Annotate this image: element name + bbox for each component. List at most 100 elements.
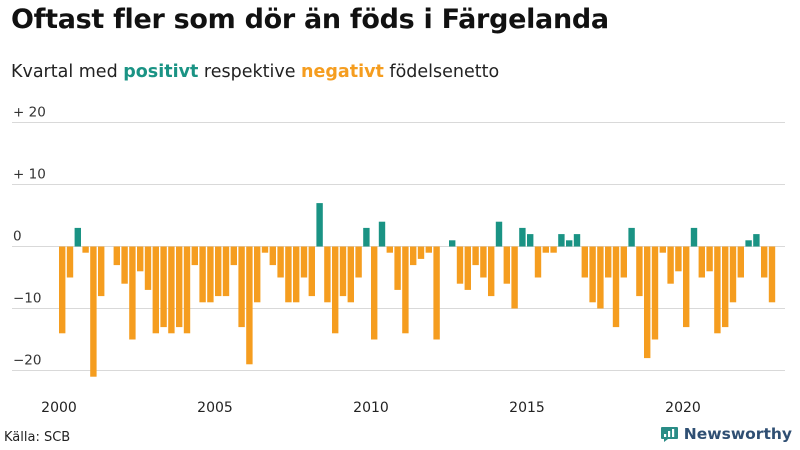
subtitle-middle: respektive xyxy=(198,62,302,82)
bar-positive xyxy=(495,221,503,247)
bar-negative xyxy=(347,246,354,303)
bar-negative xyxy=(371,246,378,340)
bar-negative xyxy=(417,246,425,259)
x-tick-label: 2005 xyxy=(197,400,233,416)
bar-negative xyxy=(207,246,214,303)
y-tick-label: −20 xyxy=(13,353,42,369)
newsworthy-logo-icon xyxy=(660,426,678,442)
bar-negative xyxy=(612,246,620,328)
bar-negative xyxy=(168,246,175,334)
bar-series xyxy=(59,203,776,377)
bar-negative xyxy=(176,246,183,328)
bar-positive xyxy=(753,234,760,247)
bar-negative xyxy=(113,246,120,266)
bar-negative xyxy=(425,246,432,253)
x-tick-label: 2000 xyxy=(41,400,77,416)
bar-negative xyxy=(222,246,230,297)
bar-positive xyxy=(745,240,752,247)
bar-positive xyxy=(573,234,581,247)
bar-negative xyxy=(698,246,705,278)
bar-positive xyxy=(566,240,573,247)
bar-negative xyxy=(511,246,518,309)
bar-negative xyxy=(542,246,549,253)
bar-positive xyxy=(628,227,635,247)
bar-negative xyxy=(183,246,191,334)
bar-positive xyxy=(690,227,698,247)
bar-negative xyxy=(66,246,74,278)
bar-positive xyxy=(527,234,534,247)
bar-positive xyxy=(363,227,370,247)
x-tick-label: 2010 xyxy=(353,400,389,416)
bar-negative xyxy=(480,246,487,278)
bar-negative xyxy=(636,246,643,297)
bar-negative xyxy=(144,246,152,290)
bar-negative xyxy=(199,246,206,303)
bar-negative xyxy=(332,246,339,334)
y-tick-label: + 10 xyxy=(13,167,46,183)
bar-negative xyxy=(277,246,284,278)
bar-negative xyxy=(706,246,713,272)
bar-negative xyxy=(472,246,479,266)
bar-negative xyxy=(261,246,269,253)
bar-negative xyxy=(433,246,440,340)
bar-positive xyxy=(316,203,323,247)
bar-negative xyxy=(534,246,542,278)
bar-negative xyxy=(683,246,690,328)
bar-negative xyxy=(620,246,627,278)
bar-negative xyxy=(667,246,674,284)
bar-negative xyxy=(737,246,744,278)
bar-positive xyxy=(378,221,386,247)
y-axis-labels: + 20 + 10 0 −10 −20 xyxy=(13,105,46,369)
bar-negative xyxy=(464,246,471,290)
bar-negative xyxy=(300,246,308,278)
bar-negative xyxy=(308,246,315,297)
bar-negative xyxy=(293,246,300,303)
subtitle-prefix: Kvartal med xyxy=(11,62,124,82)
bar-negative xyxy=(651,246,659,340)
bar-positive xyxy=(74,227,81,247)
y-tick-label: −10 xyxy=(13,291,42,307)
y-tick-label: 0 xyxy=(13,229,22,245)
x-tick-label: 2015 xyxy=(509,400,545,416)
bar-negative xyxy=(394,246,401,290)
bar-positive xyxy=(519,227,526,247)
bar-negative xyxy=(488,246,495,297)
bar-negative xyxy=(129,246,136,340)
brand-logo: Newsworthy xyxy=(660,425,792,443)
bar-negative xyxy=(324,246,331,303)
bar-negative xyxy=(386,246,393,253)
bar-negative xyxy=(456,246,464,284)
bar-negative xyxy=(355,246,362,278)
bar-negative xyxy=(160,246,167,328)
bar-negative xyxy=(98,246,105,297)
bar-negative xyxy=(82,246,89,253)
bar-negative xyxy=(246,246,253,365)
bar-negative xyxy=(761,246,768,278)
bar-negative xyxy=(191,246,198,266)
brand-name: Newsworthy xyxy=(683,425,792,443)
bar-positive xyxy=(449,240,456,247)
bar-negative xyxy=(410,246,417,266)
bar-negative xyxy=(269,246,276,266)
bar-negative xyxy=(137,246,144,272)
bar-negative xyxy=(729,246,737,303)
bar-negative xyxy=(215,246,222,297)
x-axis-labels: 2000 2005 2010 2015 2020 xyxy=(41,400,701,416)
bar-negative xyxy=(254,246,261,303)
bar-positive xyxy=(558,234,565,247)
bar-negative xyxy=(589,246,596,303)
bar-negative xyxy=(402,246,409,334)
bar-negative xyxy=(90,246,97,377)
bar-negative xyxy=(722,246,729,328)
bar-negative xyxy=(659,246,666,253)
bar-negative xyxy=(121,246,128,284)
bar-negative xyxy=(230,246,237,266)
subtitle-suffix: födelsenetto xyxy=(383,62,500,82)
bar-negative xyxy=(581,246,588,278)
bar-negative xyxy=(714,246,721,334)
x-tick-label: 2020 xyxy=(665,400,701,416)
bar-negative xyxy=(339,246,347,297)
bar-negative xyxy=(768,246,776,303)
bar-negative xyxy=(285,246,292,303)
